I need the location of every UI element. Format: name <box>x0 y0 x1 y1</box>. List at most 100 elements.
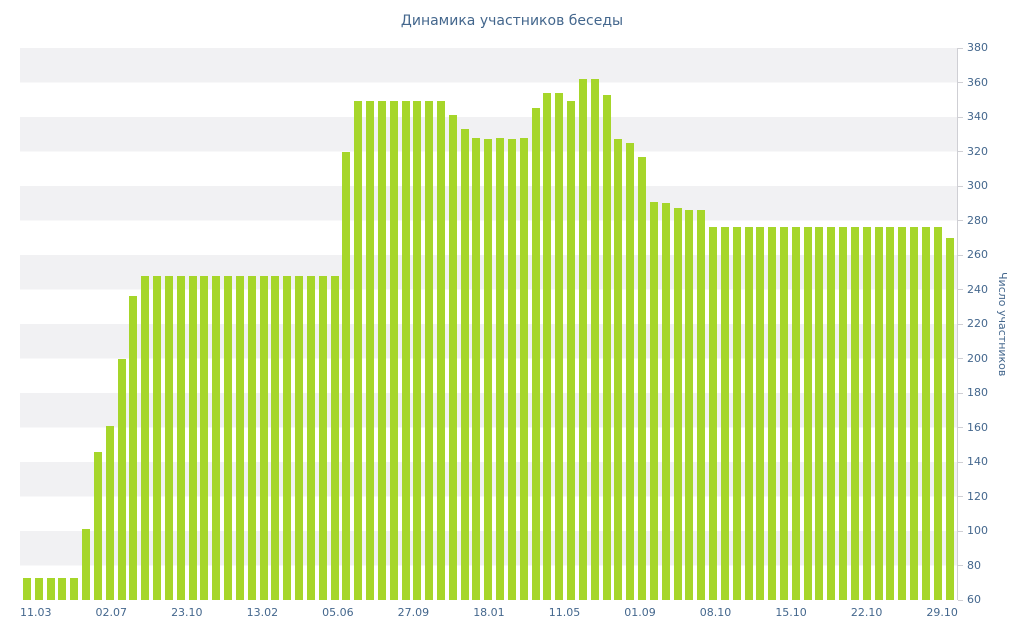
bar <box>271 275 280 600</box>
y-tick-label: 80 <box>967 558 981 572</box>
bar <box>815 227 824 600</box>
bar <box>34 577 43 600</box>
x-tick-label: 18.01 <box>473 606 505 619</box>
y-tick-mark <box>958 427 963 428</box>
y-tick-mark <box>958 47 963 49</box>
y-tick-mark <box>958 151 963 152</box>
bar <box>164 275 173 600</box>
bar <box>176 275 185 600</box>
bar <box>555 92 564 600</box>
y-tick-label: 180 <box>967 386 988 399</box>
bar <box>484 139 493 600</box>
bar <box>23 577 31 600</box>
y-tick-mark <box>958 599 963 601</box>
y-tick-label: 260 <box>967 248 988 261</box>
x-tick-label: 08.10 <box>699 606 732 619</box>
bar <box>105 425 114 600</box>
bar <box>401 101 410 600</box>
plot-area <box>20 48 958 600</box>
y-tick-label: 360 <box>967 75 988 89</box>
y-axis-title: Число участников <box>996 271 1009 377</box>
x-tick-label: 02.07 <box>95 606 128 619</box>
y-tick-label: 60 <box>967 593 981 606</box>
bar <box>709 227 718 600</box>
bar <box>886 227 895 600</box>
y-tick-mark <box>958 289 963 290</box>
bar <box>862 227 871 600</box>
bar <box>200 275 209 600</box>
bar <box>436 101 445 600</box>
bar <box>247 275 256 600</box>
bar <box>342 151 351 600</box>
bar <box>933 227 942 600</box>
bar <box>295 275 304 600</box>
bar <box>614 139 623 600</box>
y-tick-mark <box>958 496 963 497</box>
bar <box>153 275 162 600</box>
y-tick-mark <box>958 461 963 463</box>
bar <box>590 79 599 600</box>
y-tick-label: 320 <box>967 144 988 158</box>
bar <box>70 577 79 600</box>
bar <box>235 275 244 600</box>
bar <box>425 101 434 600</box>
bar <box>306 275 315 600</box>
bar <box>188 275 197 600</box>
bar <box>945 237 954 600</box>
bar <box>578 79 587 600</box>
bar <box>460 129 469 600</box>
x-tick-label: 29.10 <box>926 606 958 619</box>
bar <box>898 227 907 600</box>
x-tick-label: 22.10 <box>850 606 883 619</box>
bar <box>543 92 552 600</box>
bar <box>661 203 670 600</box>
y-tick-mark <box>958 220 963 221</box>
bar <box>82 529 91 600</box>
y-tick-mark <box>958 116 963 118</box>
y-tick-mark <box>958 185 963 187</box>
bar <box>638 156 647 600</box>
bar <box>354 101 363 600</box>
y-tick-label: 300 <box>967 179 988 192</box>
y-tick-label: 340 <box>967 110 988 123</box>
bar <box>366 101 375 600</box>
x-tick-label: 15.10 <box>775 606 807 619</box>
x-axis: 11.03 02.07 23.10 13.02 05.06 27.09 18.01 11.05… <box>20 606 958 619</box>
bar <box>732 227 741 600</box>
bar <box>744 227 753 600</box>
bar <box>389 101 398 600</box>
bar <box>377 101 386 600</box>
y-tick-label: 280 <box>967 213 988 227</box>
y-tick-label: 160 <box>967 420 988 434</box>
bar <box>567 101 576 600</box>
bar <box>780 227 788 600</box>
bar <box>803 227 812 600</box>
bar <box>259 275 268 600</box>
bar <box>649 201 658 600</box>
x-tick-label: 11.05 <box>548 606 581 619</box>
chart-title: Динамика участников беседы <box>400 13 624 29</box>
y-tick-mark <box>958 530 963 532</box>
bar <box>318 275 327 600</box>
y-tick-label: 120 <box>967 489 988 503</box>
y-tick-mark <box>958 565 963 566</box>
bar <box>839 227 848 600</box>
bar <box>519 137 528 600</box>
bar <box>93 451 102 600</box>
bars <box>20 48 957 600</box>
y-tick-mark <box>958 323 963 325</box>
y-tick-mark <box>958 358 963 359</box>
x-tick-label: 23.10 <box>171 606 203 619</box>
y-tick-label: 140 <box>967 455 988 468</box>
bar <box>602 94 611 600</box>
x-tick-label: 01.09 <box>624 606 656 619</box>
x-tick-label: 13.02 <box>246 606 279 619</box>
bar <box>224 275 233 600</box>
bar <box>673 208 682 600</box>
bar <box>283 275 292 600</box>
y-tick-mark <box>958 254 963 256</box>
bar <box>921 227 930 600</box>
bar <box>626 142 635 600</box>
bar <box>531 108 540 600</box>
